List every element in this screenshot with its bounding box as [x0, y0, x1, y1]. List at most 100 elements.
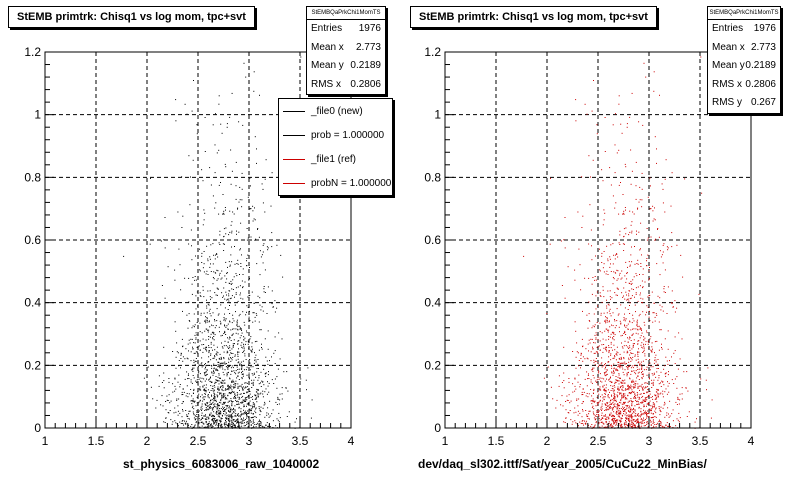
scatter-point — [618, 413, 620, 415]
scatter-point — [227, 366, 229, 367]
scatter-point — [608, 379, 609, 381]
scatter-point — [214, 397, 216, 399]
scatter-point — [611, 415, 612, 417]
scatter-point — [625, 209, 626, 211]
scatter-point — [199, 389, 201, 391]
scatter-point — [215, 272, 217, 274]
scatter-point — [235, 273, 237, 275]
scatter-point — [186, 415, 188, 417]
scatter-point — [206, 369, 208, 371]
scatter-point — [652, 321, 654, 323]
scatter-point — [642, 347, 644, 349]
scatter-point — [205, 418, 206, 420]
scatter-point — [262, 393, 264, 395]
scatter-point — [208, 407, 210, 408]
scatter-point — [268, 371, 269, 373]
scatter-point — [578, 365, 580, 367]
scatter-point — [230, 360, 232, 362]
scatter-point — [638, 379, 640, 380]
scatter-point — [283, 371, 285, 373]
scatter-point — [216, 269, 218, 271]
scatter-point — [586, 113, 588, 115]
scatter-point — [246, 416, 248, 418]
scatter-point — [217, 366, 219, 368]
scatter-point — [622, 390, 624, 392]
scatter-point — [237, 356, 239, 357]
scatter-point — [638, 413, 639, 415]
scatter-point — [616, 351, 618, 353]
scatter-point — [209, 296, 211, 298]
scatter-point — [210, 412, 212, 414]
scatter-point — [214, 349, 216, 351]
scatter-point — [214, 355, 215, 357]
scatter-point — [210, 271, 212, 272]
scatter-point — [212, 243, 214, 245]
scatter-point — [218, 413, 220, 415]
scatter-point — [656, 340, 658, 342]
scatter-point — [645, 386, 647, 388]
scatter-point — [206, 374, 207, 376]
scatter-point — [622, 380, 624, 382]
scatter-point — [229, 210, 231, 212]
scatter-point — [180, 367, 181, 369]
scatter-point — [202, 286, 204, 288]
scatter-point — [240, 335, 242, 337]
scatter-point — [603, 219, 605, 221]
scatter-point — [566, 395, 568, 397]
scatter-point — [643, 321, 645, 323]
scatter-point — [642, 388, 644, 390]
scatter-point — [639, 385, 641, 387]
scatter-point — [617, 278, 619, 280]
scatter-point — [238, 396, 240, 398]
scatter-point — [239, 327, 241, 329]
scatter-point — [610, 385, 612, 387]
scatter-point — [637, 354, 639, 356]
scatter-point — [231, 288, 233, 290]
scatter-point — [659, 250, 661, 252]
scatter-point — [616, 346, 618, 348]
scatter-point — [652, 374, 654, 376]
scatter-point — [230, 284, 232, 285]
scatter-point — [200, 389, 202, 391]
scatter-point — [564, 217, 566, 218]
scatter-point — [701, 192, 703, 194]
scatter-point — [565, 401, 567, 402]
scatter-point — [638, 387, 640, 389]
scatter-point — [639, 365, 641, 366]
scatter-point — [598, 388, 600, 390]
scatter-point — [180, 423, 182, 424]
scatter-point — [651, 342, 653, 344]
scatter-point — [610, 271, 612, 272]
scatter-point — [222, 296, 224, 298]
scatter-point — [634, 409, 636, 411]
scatter-point — [628, 419, 630, 421]
scatter-point — [644, 411, 646, 413]
scatter-point — [581, 403, 583, 404]
scatter-point — [612, 385, 614, 387]
scatter-point — [179, 384, 181, 385]
scatter-point — [224, 393, 226, 395]
scatter-point — [253, 312, 255, 314]
scatter-point — [620, 358, 622, 359]
scatter-point — [196, 346, 198, 348]
scatter-point — [598, 364, 600, 366]
scatter-point — [624, 389, 626, 391]
scatter-point — [636, 419, 638, 421]
scatter-point — [240, 418, 242, 420]
scatter-point — [182, 410, 184, 412]
scatter-point — [671, 302, 673, 304]
scatter-point — [235, 328, 237, 330]
scatter-point — [575, 99, 577, 101]
scatter-point — [661, 425, 663, 427]
scatter-point — [641, 425, 643, 427]
scatter-point — [213, 421, 215, 423]
scatter-point — [265, 356, 267, 358]
scatter-point — [182, 310, 183, 312]
scatter-point — [617, 409, 619, 411]
scatter-point — [617, 364, 619, 366]
scatter-point — [211, 372, 213, 374]
scatter-point — [190, 381, 192, 383]
scatter-point — [613, 415, 615, 417]
scatter-point — [229, 265, 231, 267]
scatter-point — [239, 364, 241, 366]
